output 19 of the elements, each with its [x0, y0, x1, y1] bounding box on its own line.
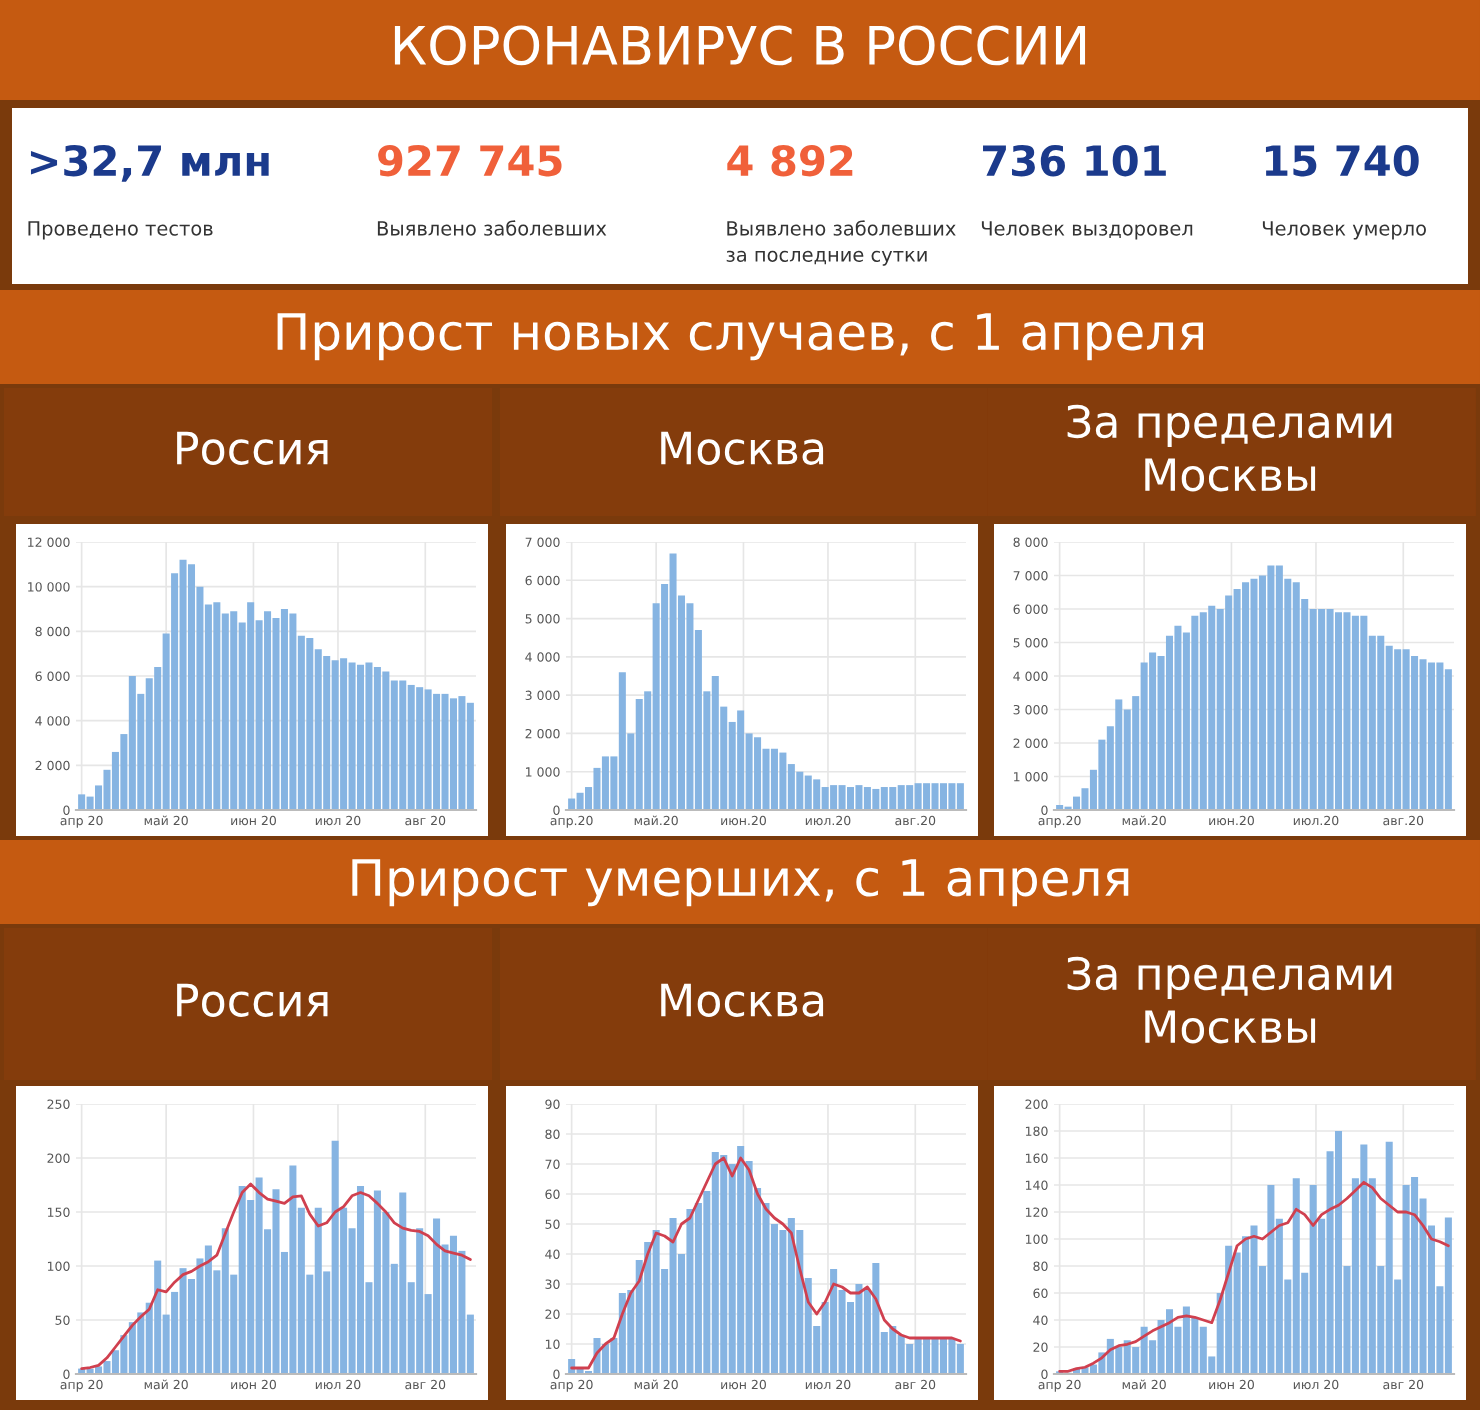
text: 736 101 [983, 144, 1166, 177]
text: Человек выздоровел [981, 221, 1193, 240]
text: Выявлено заболевших [377, 220, 607, 236]
text: 15 740 [1265, 144, 1419, 177]
chart-title: Москва [661, 983, 824, 1017]
text: Прирост умерших, с 1 апреля [352, 859, 1129, 907]
text: Человек умерло [1262, 221, 1426, 240]
text: 4 892 [727, 144, 853, 177]
chart-title: Россия [177, 983, 328, 1017]
text: >32,7 млн [30, 144, 269, 182]
chart-title: Россия [177, 431, 328, 465]
chart-title: За пределами Москвы [1067, 956, 1392, 1044]
text: Выявлено заболевших за последние сутки [726, 220, 956, 266]
text: Прирост новых случаев, с 1 апреля [277, 313, 1204, 361]
text: Проведено тестов [28, 221, 213, 240]
text: КОРОНАВИРУС В РОССИИ [394, 25, 1086, 66]
chart-title: За пределами Москвы [1067, 404, 1392, 492]
chart-title: Москва [661, 431, 824, 465]
text: 927 745 [378, 144, 562, 177]
